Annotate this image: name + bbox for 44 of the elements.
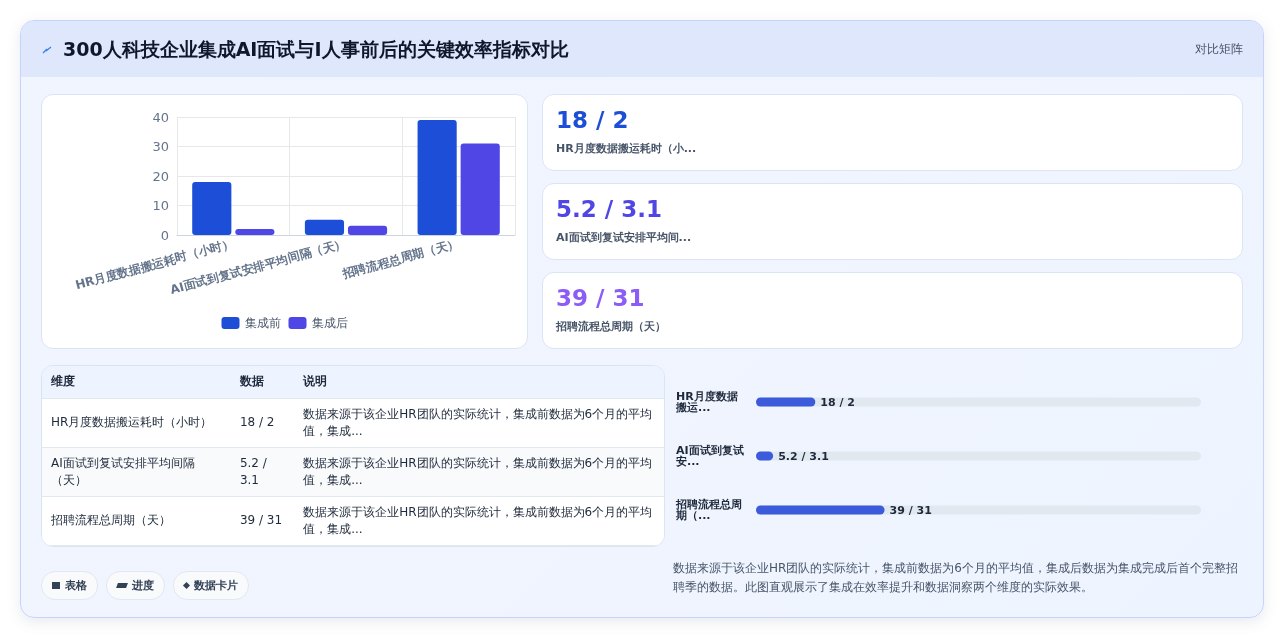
y-tick-label: 招聘流程总周期（...: [675, 498, 742, 522]
text: 18 / 2: [556, 107, 629, 133]
text: 对比矩阵: [1195, 41, 1243, 58]
text: 数据来源于该企业HR团队的实际统计，集成前数据为6个月的平均值，集成...: [302, 503, 654, 538]
text: 39 / 31: [238, 512, 284, 529]
text: 招聘流程总周期（天）: [50, 512, 172, 529]
text: 数据来源于该企业HR团队的实际统计，集成前数据为6个月的平均值，集成后数据为集成完成后首个完整招聘季的数据。此图直观展示了集成在效率提升和数据洞察两个维度的实际效果。: [673, 560, 1238, 596]
bar: [192, 181, 232, 235]
y-tick-label: 20: [152, 168, 169, 184]
text: 5.2 / 3.1: [238, 454, 268, 489]
text: 进度: [132, 578, 154, 593]
y-tick-label: 40: [152, 109, 169, 125]
legend-label: 集成后: [311, 316, 348, 330]
text: AI面试到复试安排平均间...: [556, 230, 692, 245]
text: 300人科技企业集成AI面试与I人事前后的关键效率指标对比: [63, 37, 569, 62]
x-tick-label: 招聘流程总周期（天）: [339, 236, 461, 282]
y-tick-label: 10: [152, 198, 169, 213]
legend-label: 集成前: [244, 316, 281, 330]
text: 5.2 / 3.1: [556, 196, 662, 222]
text: 招聘流程总周期（天）: [556, 319, 666, 334]
text: 数据来源于该企业HR团队的实际统计，集成前数据为6个月的平均值，集成...: [302, 454, 654, 489]
bar: [235, 229, 275, 235]
bar: [304, 219, 345, 235]
data-label: 18 / 2: [820, 395, 855, 409]
bar: [347, 225, 388, 235]
bar: [417, 119, 457, 235]
y-tick-label: 30: [152, 139, 169, 154]
y-tick-label: AI面试到复试安...: [676, 444, 744, 468]
text: 39 / 31: [556, 285, 645, 311]
data-label: 5.2 / 3.1: [778, 449, 829, 463]
text: 说明: [302, 373, 329, 391]
bar: [460, 143, 500, 235]
text: HR月度数据搬运耗时（小...: [556, 141, 697, 156]
text: 18 / 2: [238, 414, 276, 431]
text: 数据卡片: [194, 578, 238, 593]
y-tick-label: 0: [160, 227, 169, 243]
text: 维度: [50, 373, 76, 391]
data-label: 39 / 31: [889, 503, 932, 517]
text: HR月度数据搬运耗时（小时）: [50, 414, 214, 431]
text: 数据: [238, 373, 265, 391]
y-tick-label: HR月度数据搬运...: [675, 390, 738, 414]
text: 表格: [65, 578, 87, 593]
text: 数据来源于该企业HR团队的实际统计，集成前数据为6个月的平均值，集成...: [302, 405, 654, 440]
text: AI面试到复试安排平均间隔（天）: [50, 454, 196, 489]
